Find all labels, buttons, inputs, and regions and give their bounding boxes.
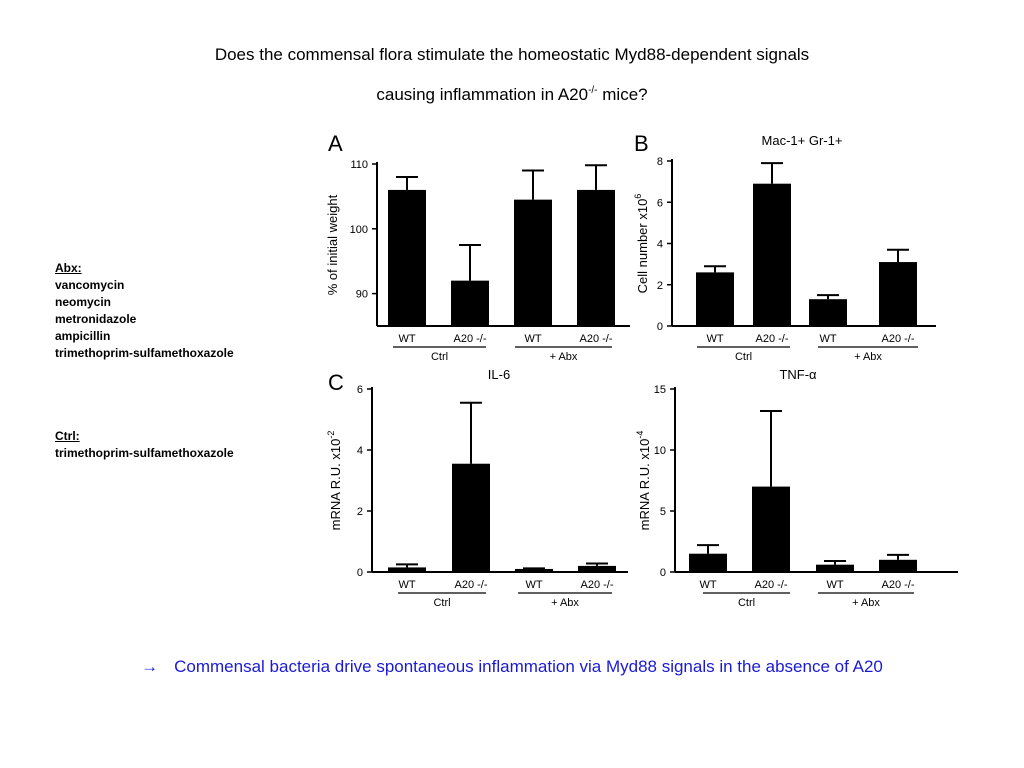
ctrl-heading: Ctrl: [55,429,80,443]
x-tick-label: WT [398,579,415,591]
x-tick-label: WT [826,579,843,591]
x-tick-label: A20 -/- [579,333,612,345]
y-tick-label: 110 [350,159,368,171]
y-tick-label: 100 [350,224,368,236]
y-tick-label: 6 [657,197,663,209]
panel-title: Mac-1+ Gr-1+ [762,133,843,148]
abx-heading: Abx: [55,261,82,275]
bar [816,564,854,572]
y-tick-label: 90 [356,289,368,301]
panel-letter: C [328,370,344,395]
ctrl-legend: Ctrl: trimethoprim-sulfamethoxazole [55,428,234,462]
group-label: Ctrl [431,351,448,363]
abx-item: metronidazole [55,312,137,326]
y-tick-label: 0 [657,321,663,333]
x-tick-label: A20 -/- [580,579,613,591]
bar [696,272,734,326]
bar [577,189,615,326]
y-axis-label: Cell number x106 [633,194,650,294]
bar [809,299,847,326]
slide-title-line2: causing inflammation in A20-/- mice? [0,80,1024,106]
title-line2-superscript: -/- [588,85,598,96]
abx-item: neomycin [55,295,112,309]
y-axis-label-superscript: 6 [633,194,643,199]
bar [514,199,552,326]
y-axis-label: % of initial weight [325,194,340,295]
bar [578,565,616,572]
group-label: Ctrl [735,351,752,363]
x-tick-label: WT [398,333,415,345]
panel-title: IL-6 [488,367,510,382]
y-tick-label: 2 [657,280,663,292]
bar [753,183,791,326]
group-label: + Abx [852,597,880,609]
y-tick-label: 4 [357,445,363,457]
x-tick-label: A20 -/- [453,333,486,345]
panel-title: TNF-α [779,367,817,382]
bar [388,189,426,326]
bar [451,280,489,326]
x-tick-label: WT [525,579,542,591]
group-label: + Abx [854,351,882,363]
y-axis-label-superscript: -2 [326,431,336,439]
arrow-icon: → [141,657,159,676]
group-label: Ctrl [433,597,450,609]
abx-item: ampicillin [55,329,111,343]
bar [515,568,553,572]
y-axis-label-superscript: -4 [635,431,645,439]
x-tick-label: A20 -/- [881,579,914,591]
y-tick-label: 0 [357,567,363,579]
y-axis-label: mRNA R.U. x10-2 [326,431,343,531]
y-tick-label: 8 [657,156,663,168]
group-label: Ctrl [738,597,755,609]
y-tick-label: 4 [657,239,663,251]
bar [879,559,917,572]
y-tick-label: 10 [654,445,666,457]
abx-item: vancomycin [55,278,125,292]
x-tick-label: A20 -/- [754,579,787,591]
group-label: + Abx [550,351,578,363]
title-line2-prefix: causing inflammation in A20 [376,85,589,104]
panel-letter: A [328,131,343,156]
x-tick-label: WT [699,579,716,591]
bar [752,486,790,572]
x-tick-label: WT [819,333,836,345]
x-tick-label: A20 -/- [755,333,788,345]
y-tick-label: 6 [357,384,363,396]
title-line2-suffix: mice? [597,85,648,104]
conclusion: → Commensal bacteria drive spontaneous in… [0,657,1024,677]
bar [879,262,917,326]
bar [452,463,490,572]
bar [388,567,426,572]
abx-legend: Abx: vancomycin neomycin metronidazole a… [55,260,234,362]
bar [689,553,727,572]
x-tick-label: A20 -/- [454,579,487,591]
y-tick-label: 2 [357,506,363,518]
group-label: + Abx [551,597,579,609]
slide-title-line1: Does the commensal flora stimulate the h… [214,45,810,64]
y-axis-label: mRNA R.U. x10-4 [635,431,652,531]
y-tick-label: 5 [660,506,666,518]
y-tick-label: 15 [654,384,666,396]
y-tick-label: 0 [660,567,666,579]
abx-item: trimethoprim-sulfamethoxazole [55,346,234,360]
ctrl-item: trimethoprim-sulfamethoxazole [55,446,234,460]
x-tick-label: A20 -/- [881,333,914,345]
x-tick-label: WT [706,333,723,345]
panel-letter: B [634,131,649,156]
x-tick-label: WT [524,333,541,345]
conclusion-text: Commensal bacteria drive spontaneous inf… [174,657,883,676]
